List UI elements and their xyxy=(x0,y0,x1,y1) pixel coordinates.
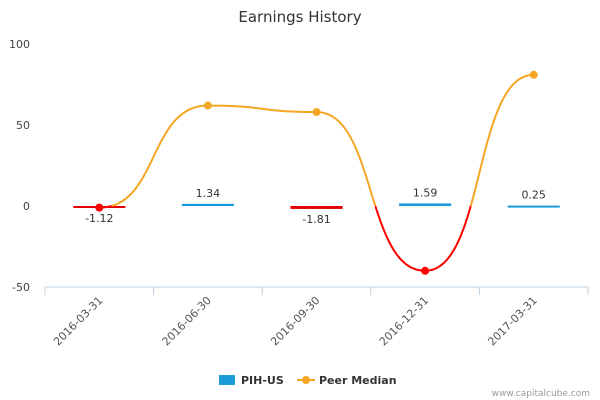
peer-median-point xyxy=(529,70,538,79)
legend-pih-us-swatch xyxy=(219,375,235,385)
y-tick-label: -50 xyxy=(12,281,30,294)
peer-median-point xyxy=(95,203,104,212)
y-tick-label: 50 xyxy=(16,119,30,132)
peer-median-line-segment xyxy=(469,73,534,207)
pih-us-bar xyxy=(507,205,560,208)
peer-median-point xyxy=(312,108,321,117)
legend[interactable]: PIH-US Peer Median xyxy=(219,374,397,387)
legend-pih-us-label[interactable]: PIH-US xyxy=(241,374,284,387)
peer-median-series xyxy=(95,70,538,275)
pih-us-data-label: 1.59 xyxy=(413,186,438,199)
peer-median-point xyxy=(421,266,430,275)
legend-peer-median-marker xyxy=(302,376,310,384)
x-tick-label: 2017-03-31 xyxy=(485,294,539,348)
peer-median-point xyxy=(203,101,212,110)
credit-text[interactable]: www.capitalcube.com xyxy=(492,389,590,399)
pih-us-bar xyxy=(181,203,234,206)
x-axis: 2016-03-31 2016-06-30 2016-09-30 2016-12-31… xyxy=(44,286,589,348)
x-tick-label: 2016-09-30 xyxy=(268,294,322,348)
pih-us-data-label: -1.81 xyxy=(302,213,330,226)
x-tick-label: 2016-03-31 xyxy=(51,294,105,348)
peer-median-line-segment xyxy=(374,205,472,272)
pih-us-bar xyxy=(399,203,452,206)
x-tick-label: 2016-06-30 xyxy=(160,294,214,348)
pih-us-data-label: 0.25 xyxy=(521,189,546,202)
pih-us-bar xyxy=(290,206,343,209)
x-tick-label: 2016-12-31 xyxy=(377,294,431,348)
bar-data-labels: -1.12 1.34 -1.81 1.59 0.25 xyxy=(85,186,546,226)
y-axis: -50 0 50 100 xyxy=(9,38,30,294)
legend-peer-median-label[interactable]: Peer Median xyxy=(319,374,397,387)
chart-title: Earnings History xyxy=(238,8,361,26)
y-tick-label: 100 xyxy=(9,38,30,51)
peer-median-line-segment xyxy=(111,104,377,207)
y-tick-label: 0 xyxy=(23,200,30,213)
pih-us-data-label: -1.12 xyxy=(85,212,113,225)
pih-us-series xyxy=(73,203,560,209)
pih-us-data-label: 1.34 xyxy=(196,187,221,200)
